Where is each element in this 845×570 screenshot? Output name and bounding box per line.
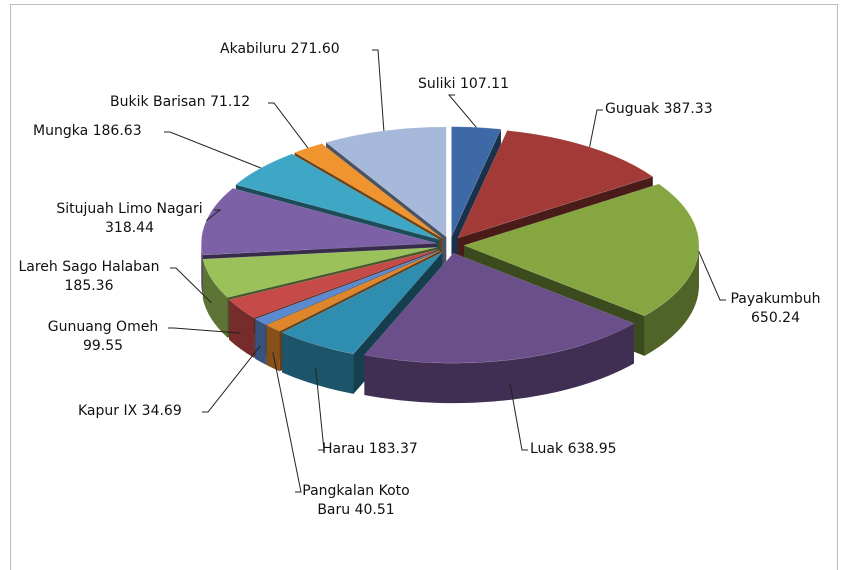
label-value: 638.95 (567, 441, 617, 457)
data-label: Mungka 186.63 (33, 122, 142, 141)
data-label: Akabiluru 271.60 (220, 40, 340, 59)
label-name: Pangkalan Koto Baru (302, 483, 410, 518)
leader-line (168, 327, 241, 334)
label-value: 185.36 (64, 278, 114, 294)
leader-line (372, 49, 385, 131)
label-name: Bukik Barisan (110, 94, 206, 110)
data-label: Harau 183.37 (322, 440, 418, 459)
label-name: Harau (322, 441, 365, 457)
label-value: 387.33 (663, 101, 713, 117)
label-name: Kapur IX (78, 403, 138, 419)
label-value: 271.60 (290, 41, 340, 57)
label-value: 34.69 (141, 403, 182, 419)
slice (201, 188, 437, 256)
label-value: 183.37 (368, 441, 418, 457)
label-name: Gunuang Omeh (47, 319, 159, 335)
leader-line (170, 267, 212, 304)
data-label: Lareh Sago Halaban 185.36 (5, 258, 173, 296)
data-label: Gunuang Omeh 99.55 (38, 318, 168, 356)
leader-line (589, 109, 603, 148)
label-value: 40.51 (354, 502, 395, 518)
leader-line (315, 368, 325, 451)
label-name: Luak (530, 441, 564, 457)
chart-frame (10, 4, 838, 570)
data-label: Pangkalan Koto Baru 40.51 (297, 482, 415, 520)
data-label: Kapur IX 34.69 (78, 402, 182, 421)
label-name: Lareh Sago Halaban (18, 259, 160, 275)
slice-side (229, 299, 255, 358)
leader-line (272, 352, 302, 493)
data-label: Luak 638.95 (530, 440, 617, 459)
slice-tops (201, 126, 700, 364)
slice (463, 183, 700, 317)
label-name: Situjuah Limo Nagari (56, 201, 203, 217)
data-label: Payakumbuh 650.24 (728, 290, 823, 328)
label-name: Mungka (33, 123, 89, 139)
data-label: Guguak 387.33 (605, 100, 713, 119)
slice-side (644, 245, 699, 356)
slice (281, 251, 443, 355)
label-value: 71.12 (210, 94, 251, 110)
data-label: Situjuah Limo Nagari 318.44 (42, 200, 217, 238)
slice (363, 252, 635, 364)
label-name: Akabiluru (220, 41, 287, 57)
leader-line (268, 102, 309, 149)
slice (228, 249, 439, 319)
leader-line (164, 131, 262, 169)
label-name: Guguak (605, 101, 660, 117)
label-value: 186.63 (92, 123, 142, 139)
slice (325, 126, 447, 238)
label-name: Payakumbuh (730, 291, 821, 307)
slice (254, 250, 440, 325)
leader-line (698, 250, 726, 301)
slice-side (201, 243, 203, 296)
label-value: 650.24 (751, 310, 800, 326)
slice-side (255, 318, 266, 365)
leader-line (202, 345, 261, 413)
slice (293, 143, 443, 239)
label-value: 318.44 (105, 220, 154, 236)
slice-side (202, 259, 228, 338)
data-label: Bukik Barisan 71.12 (110, 93, 250, 112)
slice (457, 130, 654, 239)
label-value: 107.11 (460, 76, 509, 92)
slice (235, 153, 440, 240)
leader-line (206, 209, 222, 221)
slice-side (266, 325, 280, 372)
slice (265, 250, 441, 332)
slice-side (282, 332, 354, 394)
slice-side (364, 323, 634, 404)
label-name: Suliki (418, 76, 456, 92)
label-value: 99.55 (82, 338, 124, 354)
data-label: Suliki 107.11 (418, 75, 509, 94)
leader-line (509, 383, 528, 451)
leader-line (447, 94, 477, 128)
slice (202, 247, 437, 298)
leader-lines (164, 49, 726, 493)
